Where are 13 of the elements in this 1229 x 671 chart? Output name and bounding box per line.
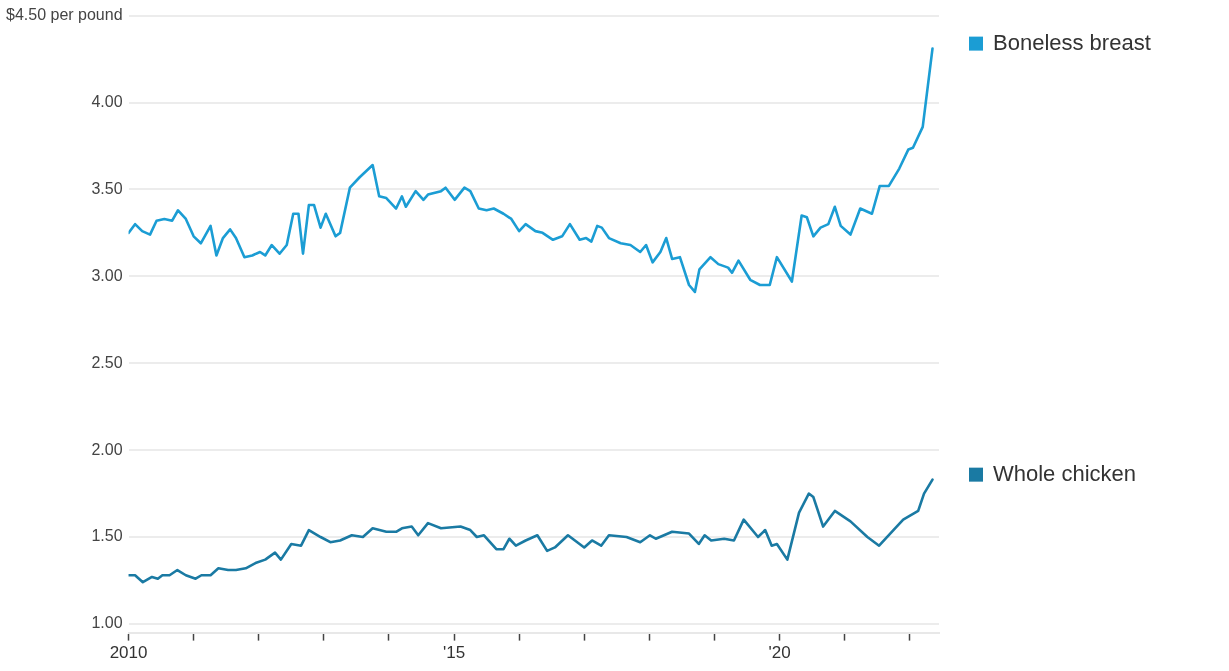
y-tick-label: 3.00 [91,266,123,284]
y-tick-label: 3.50 [91,179,123,197]
y-tick-label: $4.50 per pound [6,6,123,24]
y-tick-label: 1.00 [91,614,123,632]
y-tick-label: 2.00 [91,440,123,458]
legend-label: Whole chicken [993,460,1137,486]
y-tick-label: 4.00 [91,92,123,110]
y-tick-label: 2.50 [91,353,123,371]
legend-label: Boneless breast [993,29,1151,55]
x-tick-label: 2010 [109,643,148,663]
y-tick-label: 1.50 [91,527,123,545]
x-tick-label: '20 [768,643,791,663]
x-tick-label: '15 [442,643,466,663]
